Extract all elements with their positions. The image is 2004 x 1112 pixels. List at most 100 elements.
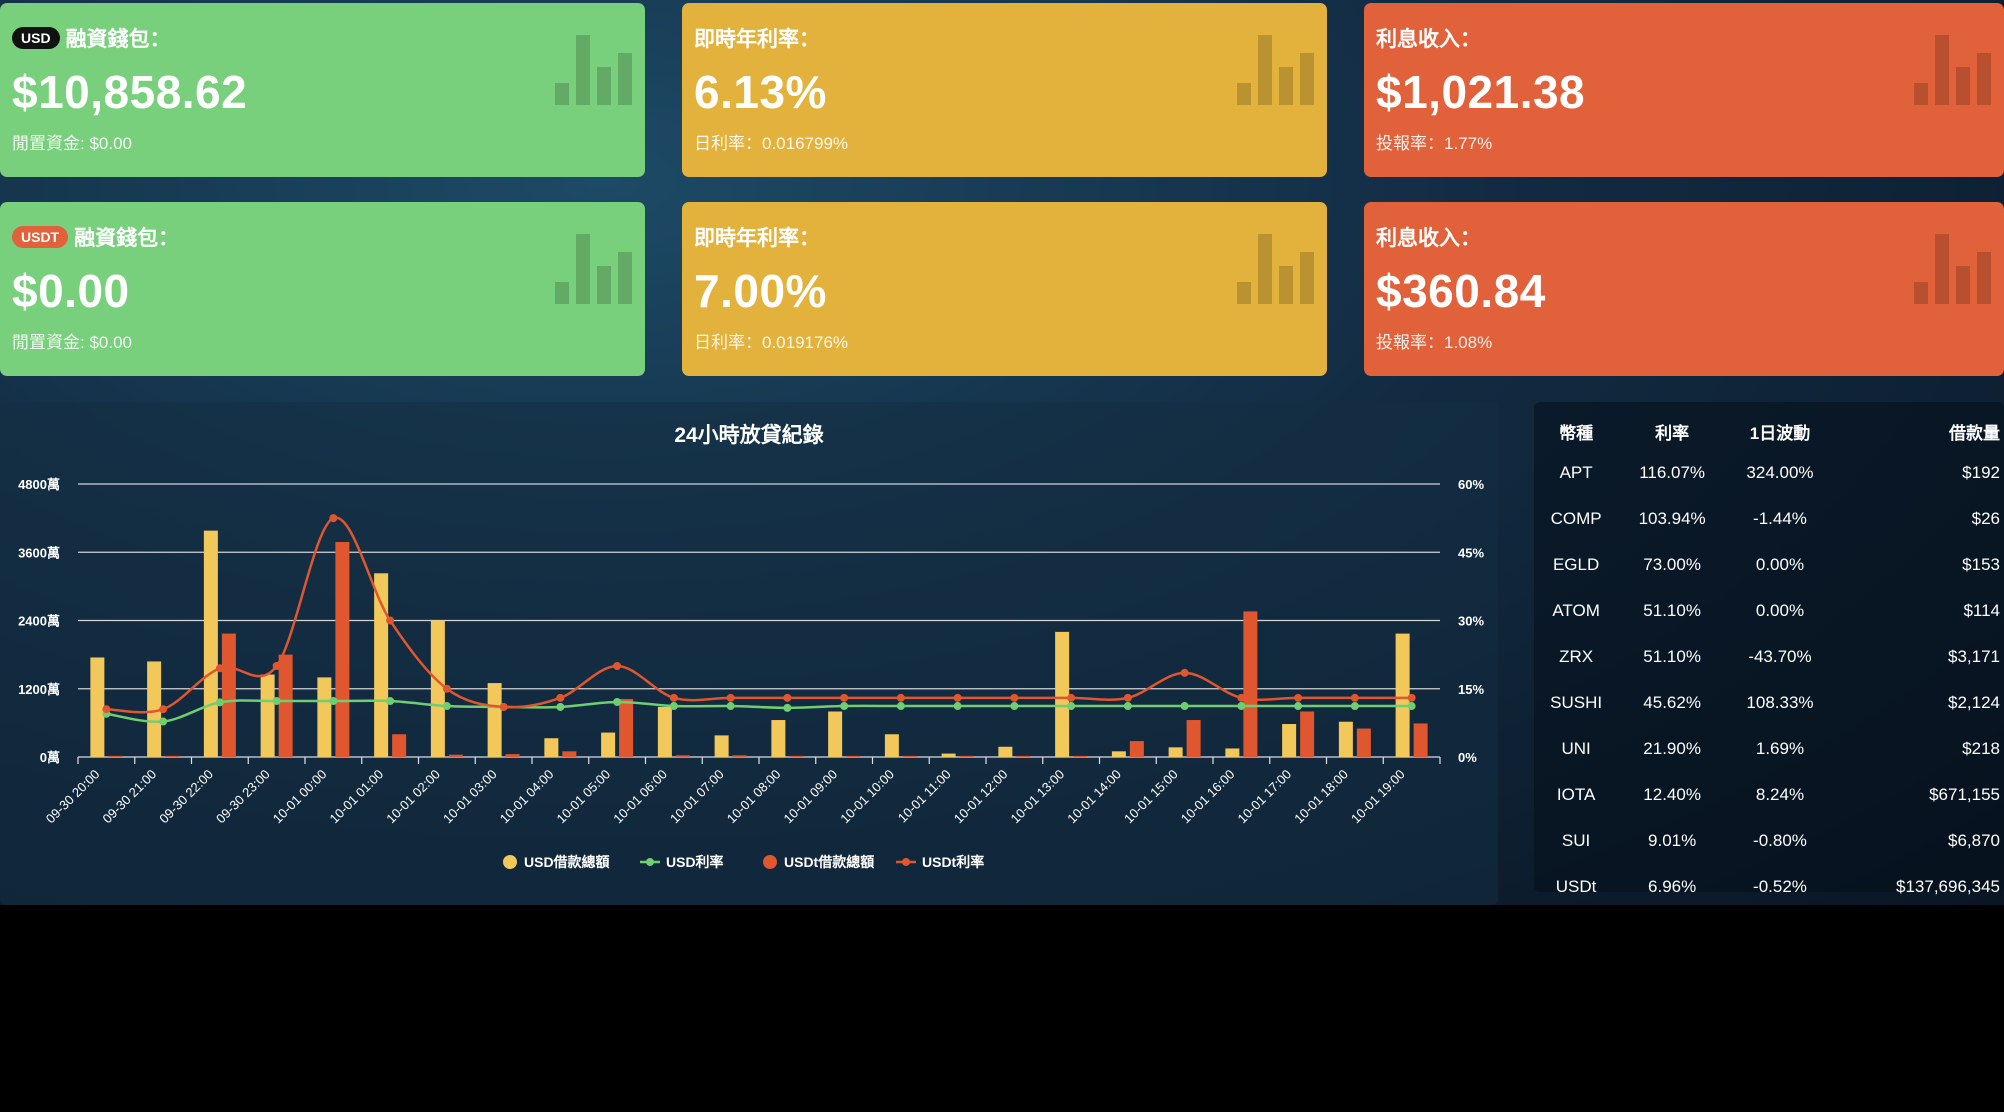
usdt-bar bbox=[1073, 755, 1088, 757]
rate-cell: 9.01% bbox=[1648, 831, 1697, 850]
usd-bar bbox=[714, 735, 729, 757]
x-tick-label: 10-01 05:00 bbox=[554, 767, 614, 827]
legend-label: USDt借款總額 bbox=[784, 854, 874, 870]
currency-cell: SUI bbox=[1561, 831, 1591, 850]
legend-marker bbox=[902, 858, 910, 866]
usd-idle-funds: 閒置資金: $0.00 bbox=[12, 134, 132, 153]
usdt-rate-point bbox=[783, 693, 792, 702]
usd-bar bbox=[374, 573, 389, 757]
bar-chart-icon bbox=[1237, 234, 1315, 304]
bar-chart-icon bbox=[1914, 35, 1992, 105]
usdt-bar bbox=[392, 734, 407, 757]
usdt-interest-card: 利息收入： $360.84 投報率：1.08% bbox=[1364, 202, 2004, 376]
usdt-bar bbox=[789, 755, 804, 757]
usdt-idle-funds: 閒置資金: $0.00 bbox=[12, 333, 132, 352]
usdt-rate-point bbox=[669, 693, 678, 702]
usd-rate-point bbox=[726, 702, 735, 711]
usdt-rate-point bbox=[726, 693, 735, 702]
usd-rate-point bbox=[896, 702, 905, 711]
usdt-rate-point bbox=[102, 705, 111, 714]
usd-rate-point bbox=[1180, 702, 1189, 711]
change-cell: -0.52% bbox=[1753, 877, 1807, 896]
change-cell: 108.33% bbox=[1746, 693, 1814, 712]
usdt-bar bbox=[562, 751, 577, 757]
amount-cell: $137,696,345 bbox=[1896, 877, 2000, 896]
rate-cell: 73.00% bbox=[1643, 555, 1701, 574]
usd-rate-point bbox=[386, 697, 395, 706]
usdt-rate-point bbox=[159, 705, 168, 714]
usd-return-rate: 投報率：1.77% bbox=[1376, 134, 1493, 153]
table-header-row: 幣種 利率 1日波動 借款量 bbox=[1534, 412, 2004, 450]
usdt-annual-rate: 7.00% bbox=[694, 265, 827, 317]
y-left-tick-label: 1200萬 bbox=[18, 682, 60, 697]
card-label: 利息收入： bbox=[1376, 28, 1481, 51]
x-tick-label: 10-01 09:00 bbox=[781, 767, 841, 827]
usd-bar bbox=[544, 738, 559, 757]
usdt-rate-point bbox=[1180, 668, 1189, 677]
usd-bar bbox=[828, 711, 843, 757]
usd-rate-point bbox=[613, 697, 622, 706]
y-left-tick-label: 3600萬 bbox=[18, 545, 60, 560]
usdt-bar bbox=[335, 542, 350, 757]
x-tick-label: 10-01 03:00 bbox=[440, 767, 500, 827]
table-row: SUI 9.01% -0.80% $6,870 bbox=[1534, 818, 2004, 864]
usd-rate-point bbox=[783, 703, 792, 712]
usd-bar bbox=[203, 530, 218, 757]
usdt-bar bbox=[1186, 720, 1201, 757]
y-right-tick-label: 15% bbox=[1458, 682, 1484, 697]
y-right-tick-label: 45% bbox=[1458, 545, 1484, 560]
table-row: USDt 6.96% -0.52% $137,696,345 bbox=[1534, 864, 2004, 905]
bar-chart-icon bbox=[1914, 234, 1992, 304]
usdt-bar bbox=[959, 755, 974, 757]
amount-cell: $2,124 bbox=[1948, 693, 2000, 712]
rate-cell: 45.62% bbox=[1643, 693, 1701, 712]
amount-cell: $26 bbox=[1971, 509, 2000, 528]
rate-cell: 6.96% bbox=[1648, 877, 1697, 896]
usdt-bar bbox=[1016, 755, 1031, 757]
usdt-bar bbox=[1413, 723, 1428, 757]
table-row: APT 116.07% 324.00% $192 bbox=[1534, 450, 2004, 496]
usd-rate-point bbox=[1010, 702, 1019, 711]
usdt-bar bbox=[108, 755, 123, 757]
usd-bar bbox=[1338, 721, 1353, 757]
usdt-rate-point bbox=[613, 662, 622, 670]
usdt-return-rate: 投報率：1.08% bbox=[1376, 333, 1493, 352]
usd-bar bbox=[1225, 748, 1240, 757]
change-cell: 324.00% bbox=[1746, 463, 1814, 482]
amount-cell: $192 bbox=[1962, 463, 2000, 482]
rate-cell: 12.40% bbox=[1643, 785, 1701, 804]
usd-rate-point bbox=[1407, 702, 1416, 711]
usdt-rate-point bbox=[953, 693, 962, 702]
amount-cell: $218 bbox=[1962, 739, 2000, 758]
amount-cell: $6,870 bbox=[1948, 831, 2000, 850]
usdt-bar bbox=[846, 755, 861, 757]
usd-bar bbox=[601, 732, 616, 757]
x-tick-label: 10-01 11:00 bbox=[895, 767, 954, 826]
change-cell: 8.24% bbox=[1755, 785, 1805, 804]
x-tick-label: 10-01 02:00 bbox=[383, 767, 443, 827]
lending-chart-panel: 24小時放貸紀錄 0萬 0% 1200萬 15% 2400萬 30% 3600萬 45% 4800… bbox=[0, 402, 1498, 905]
header-currency: 幣種 bbox=[1559, 423, 1594, 443]
usd-rate-point bbox=[669, 702, 678, 711]
usd-rate-point bbox=[272, 697, 281, 706]
usd-bar bbox=[1111, 751, 1126, 757]
card-label: 融資錢包： bbox=[65, 28, 171, 51]
usd-daily-rate: 日利率：0.016799% bbox=[694, 134, 849, 153]
usd-interest-card: 利息收入： $1,021.38 投報率：1.77% bbox=[1364, 3, 2004, 177]
usdt-rate-card: 即時年利率： 7.00% 日利率：0.019176% bbox=[682, 202, 1327, 376]
currency-cell: USDt bbox=[1555, 877, 1597, 896]
table-row: COMP 103.94% -1.44% $26 bbox=[1534, 496, 2004, 542]
currency-cell: ATOM bbox=[1552, 601, 1600, 620]
x-tick-label: 10-01 13:00 bbox=[1008, 767, 1068, 827]
y-right-tick-label: 60% bbox=[1458, 477, 1484, 492]
usdt-daily-rate: 日利率：0.019176% bbox=[694, 333, 849, 352]
change-cell: 0.00% bbox=[1755, 601, 1805, 620]
x-tick-label: 10-01 18:00 bbox=[1291, 767, 1351, 827]
usd-bar bbox=[90, 657, 105, 757]
x-tick-label: 10-01 08:00 bbox=[724, 767, 784, 827]
rate-cell: 21.90% bbox=[1643, 739, 1701, 758]
amount-cell: $153 bbox=[1962, 555, 2000, 574]
usdt-rate-point bbox=[1407, 693, 1416, 702]
usdt-bar bbox=[619, 698, 634, 757]
x-tick-label: 10-01 12:00 bbox=[951, 767, 1011, 827]
